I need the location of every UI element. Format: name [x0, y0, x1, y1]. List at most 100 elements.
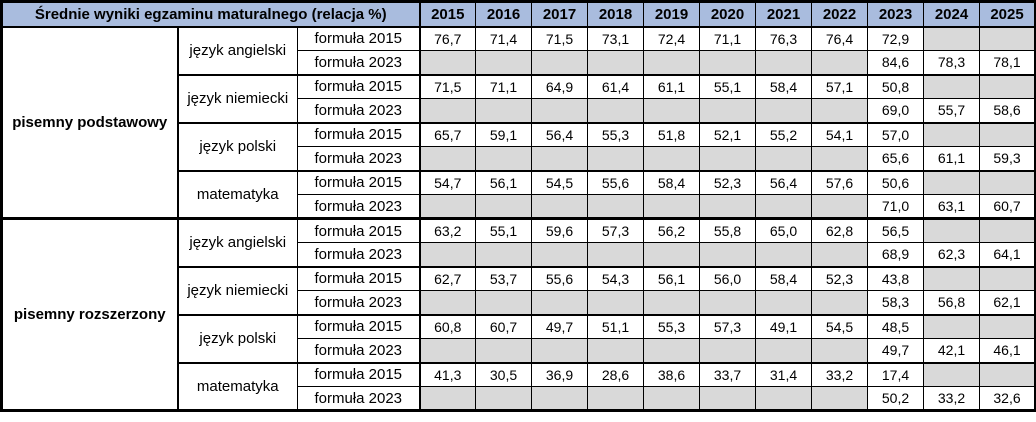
group-label: pisemny rozszerzony: [1, 217, 179, 411]
value-cell: 61,4: [587, 73, 645, 99]
value-cell: 55,6: [587, 169, 645, 195]
year-header: 2015: [419, 1, 477, 28]
year-header: 2023: [867, 1, 925, 28]
empty-cell: [923, 169, 981, 195]
year-header: 2020: [699, 1, 757, 28]
value-cell: 56,1: [643, 265, 701, 291]
empty-cell: [979, 121, 1036, 147]
value-cell: 17,4: [867, 361, 925, 387]
value-cell: 58,4: [755, 73, 813, 99]
empty-cell: [643, 386, 701, 411]
empty-cell: [587, 98, 645, 123]
formula-label: formuła 2023: [296, 290, 421, 315]
empty-cell: [419, 290, 477, 315]
empty-cell: [979, 169, 1036, 195]
value-cell: 54,5: [811, 313, 869, 339]
empty-cell: [923, 26, 981, 51]
empty-cell: [811, 290, 869, 315]
empty-cell: [811, 386, 869, 411]
empty-cell: [923, 265, 981, 291]
value-cell: 57,1: [811, 73, 869, 99]
value-cell: 57,6: [811, 169, 869, 195]
formula-label: formuła 2015: [296, 73, 421, 99]
value-cell: 63,1: [923, 194, 981, 219]
formula-label: formuła 2015: [296, 217, 421, 243]
value-cell: 49,1: [755, 313, 813, 339]
empty-cell: [531, 386, 589, 411]
empty-cell: [587, 290, 645, 315]
empty-cell: [531, 50, 589, 75]
value-cell: 49,7: [531, 313, 589, 339]
empty-cell: [979, 313, 1036, 339]
year-header: 2025: [979, 1, 1036, 28]
value-cell: 71,5: [419, 73, 477, 99]
value-cell: 62,7: [419, 265, 477, 291]
value-cell: 46,1: [979, 338, 1036, 363]
value-cell: 32,6: [979, 386, 1036, 411]
empty-cell: [419, 242, 477, 267]
table-row: matematyka formuła 2015 54,7 56,1 54,5 5…: [2, 169, 1036, 219]
table-row: pisemny podstawowy język angielski formu…: [1, 26, 1036, 219]
table-row: język polski formuła 2015 60,8 60,7 49,7…: [2, 313, 1036, 363]
value-cell: 42,1: [923, 338, 981, 363]
value-cell: 41,3: [419, 361, 477, 387]
empty-cell: [419, 146, 477, 171]
value-cell: 60,8: [419, 313, 477, 339]
value-cell: 56,8: [923, 290, 981, 315]
subject-label: język polski: [177, 313, 298, 363]
table-row: matematyka formuła 2015 41,3 30,5 36,9 2…: [2, 361, 1036, 411]
value-cell: 55,3: [643, 313, 701, 339]
subject-label: język niemiecki: [177, 73, 298, 123]
empty-cell: [811, 194, 869, 219]
group-label: pisemny podstawowy: [1, 26, 179, 219]
empty-cell: [531, 194, 589, 219]
empty-cell: [419, 386, 477, 411]
empty-cell: [979, 73, 1036, 99]
empty-cell: [643, 290, 701, 315]
formula-label: formuła 2023: [296, 194, 421, 219]
value-cell: 76,7: [419, 26, 477, 51]
value-cell: 53,7: [475, 265, 533, 291]
value-cell: 33,2: [811, 361, 869, 387]
subject-label: matematyka: [177, 169, 298, 219]
value-cell: 71,4: [475, 26, 533, 51]
empty-cell: [979, 26, 1036, 51]
formula-label: formuła 2015: [296, 26, 421, 51]
table-row: pisemny rozszerzony język angielski form…: [1, 217, 1036, 411]
value-cell: 58,4: [643, 169, 701, 195]
value-cell: 61,1: [923, 146, 981, 171]
empty-cell: [475, 242, 533, 267]
empty-cell: [531, 242, 589, 267]
value-cell: 63,2: [419, 217, 477, 243]
results-table: Średnie wyniki egzaminu maturalnego (rel…: [0, 0, 1036, 412]
value-cell: 64,9: [531, 73, 589, 99]
subject-label: język polski: [177, 121, 298, 171]
value-cell: 33,2: [923, 386, 981, 411]
year-header: 2016: [475, 1, 533, 28]
empty-cell: [643, 146, 701, 171]
empty-cell: [755, 386, 813, 411]
year-header: 2021: [755, 1, 813, 28]
empty-cell: [419, 194, 477, 219]
value-cell: 71,5: [531, 26, 589, 51]
empty-cell: [643, 50, 701, 75]
empty-cell: [755, 98, 813, 123]
value-cell: 54,7: [419, 169, 477, 195]
formula-label: formuła 2015: [296, 121, 421, 147]
empty-cell: [531, 98, 589, 123]
empty-cell: [979, 361, 1036, 387]
value-cell: 49,7: [867, 338, 925, 363]
value-cell: 57,3: [699, 313, 757, 339]
value-cell: 28,6: [587, 361, 645, 387]
value-cell: 60,7: [475, 313, 533, 339]
empty-cell: [811, 146, 869, 171]
value-cell: 65,6: [867, 146, 925, 171]
value-cell: 33,7: [699, 361, 757, 387]
empty-cell: [475, 50, 533, 75]
value-cell: 76,3: [755, 26, 813, 51]
value-cell: 52,1: [699, 121, 757, 147]
empty-cell: [531, 146, 589, 171]
empty-cell: [419, 338, 477, 363]
empty-cell: [699, 290, 757, 315]
empty-cell: [811, 242, 869, 267]
